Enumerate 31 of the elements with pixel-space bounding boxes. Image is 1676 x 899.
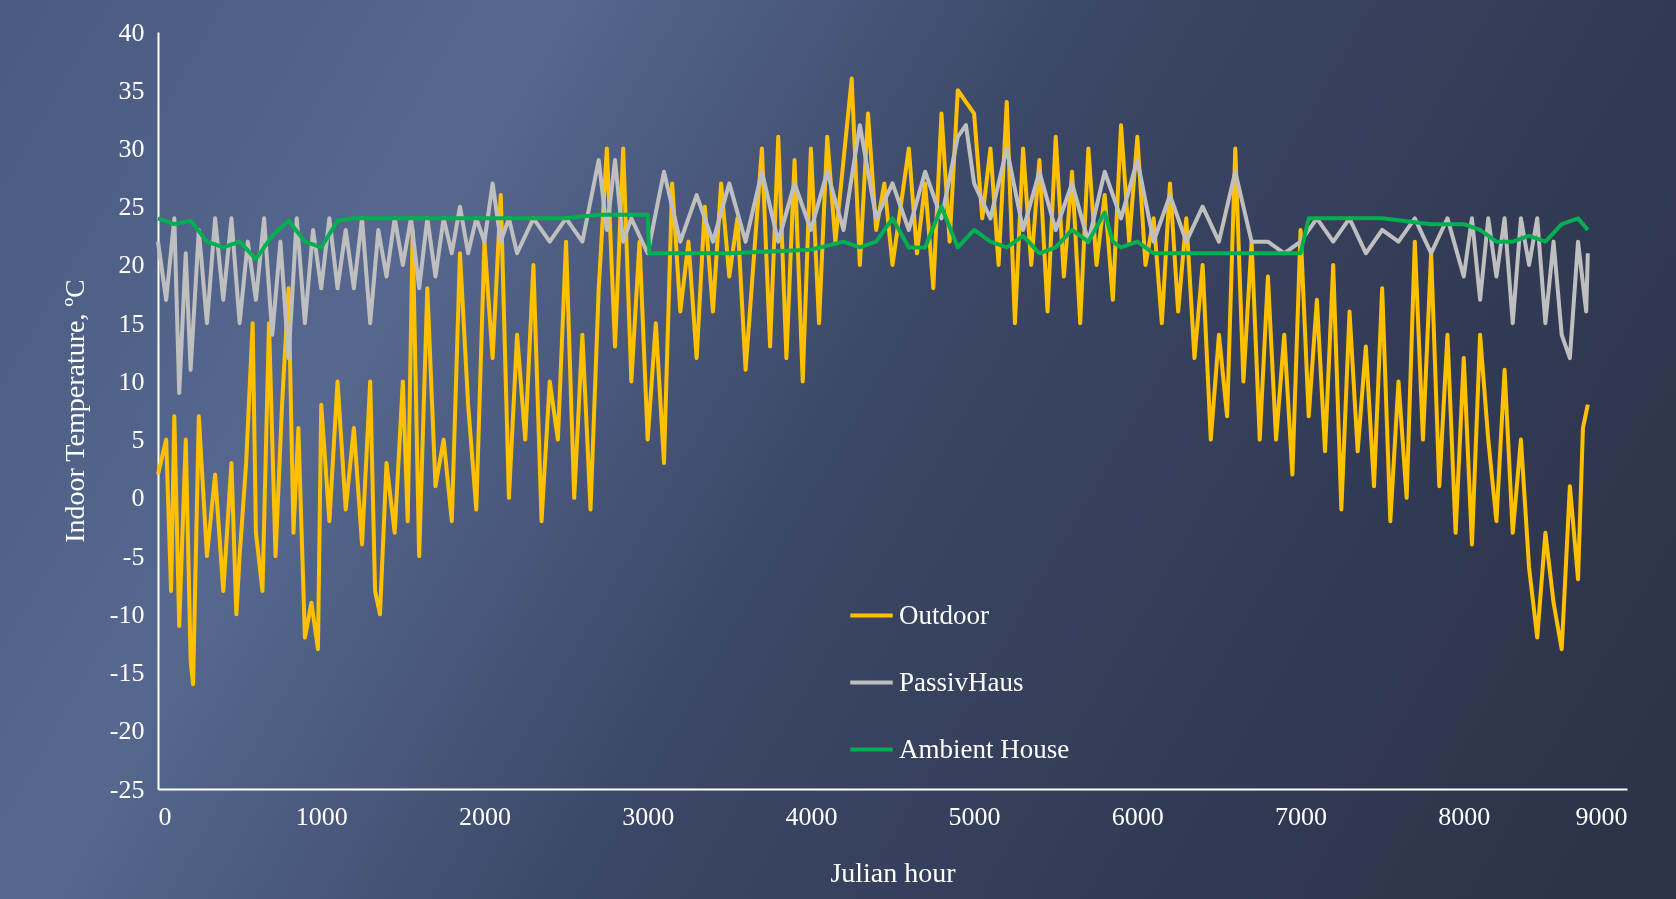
legend-label: PassivHaus	[899, 666, 1024, 697]
x-tick-label: 3000	[622, 801, 675, 831]
x-tick-label: 1000	[295, 801, 348, 831]
line-series	[156, 204, 1590, 262]
y-tick-label: 15	[118, 308, 145, 338]
line-series	[156, 123, 1590, 396]
x-tick-label: 2000	[458, 801, 511, 831]
y-tick-label: -25	[109, 774, 145, 804]
y-tick-label: 0	[131, 483, 145, 513]
x-tick-label: 9000	[1575, 801, 1628, 831]
y-tick-label: -10	[109, 599, 145, 629]
x-tick-label: 0	[158, 801, 172, 831]
x-tick-label: 4000	[785, 801, 838, 831]
y-tick-label: 25	[118, 192, 145, 222]
y-tick-label: 10	[118, 366, 145, 396]
y-tick-label: -5	[122, 541, 145, 571]
y-tick-label: 20	[118, 250, 145, 280]
y-tick-label: -15	[109, 658, 145, 688]
legend-label: Outdoor	[899, 599, 989, 630]
y-tick-label: -20	[109, 716, 145, 746]
y-axis-title: Indoor Temperature, ºC	[58, 279, 90, 543]
x-tick-label: 6000	[1111, 801, 1164, 831]
legend-label: Ambient House	[899, 733, 1070, 764]
y-tick-label: 35	[118, 75, 145, 105]
y-tick-label: 40	[118, 17, 145, 47]
x-tick-label: 5000	[948, 801, 1001, 831]
x-tick-label: 7000	[1275, 801, 1328, 831]
x-axis-title: Julian hour	[830, 856, 957, 888]
y-tick-label: 5	[131, 425, 145, 455]
x-tick-label: 8000	[1438, 801, 1491, 831]
y-tick-label: 30	[118, 133, 145, 163]
